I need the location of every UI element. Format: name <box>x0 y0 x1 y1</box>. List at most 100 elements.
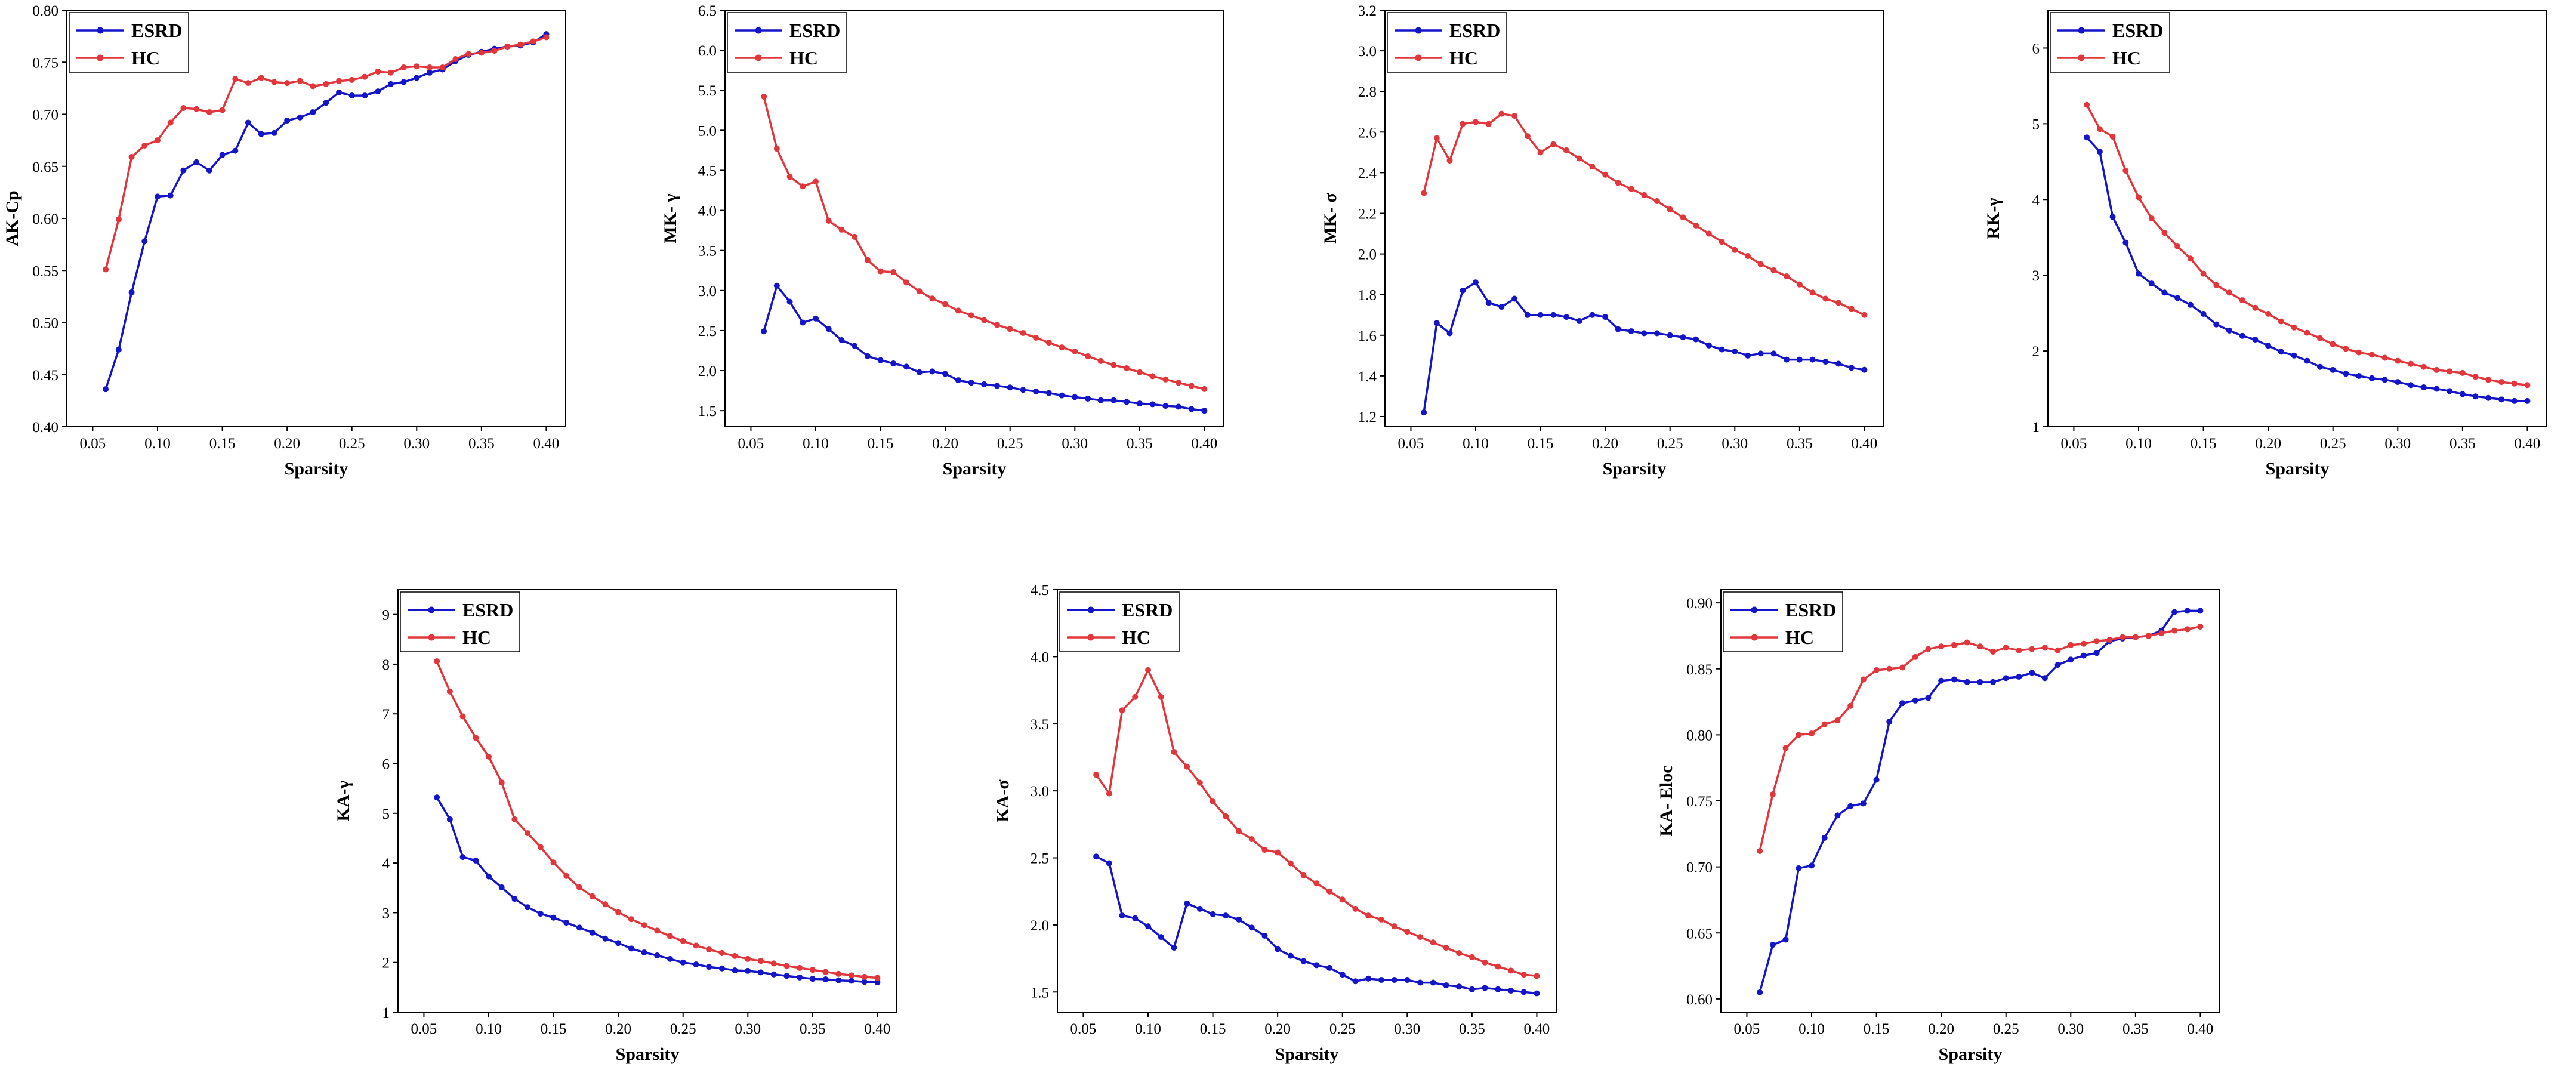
data-point-hc <box>1589 164 1596 170</box>
y-tick-label: 0.75 <box>32 55 58 71</box>
data-point-esrd <box>2265 343 2272 349</box>
legend-marker-esrd <box>428 606 435 613</box>
y-axis-title: AK-Cp <box>2 190 22 246</box>
legend-marker-hc <box>1087 634 1094 641</box>
data-point-hc <box>1223 813 1229 819</box>
data-point-hc <box>1520 972 1527 978</box>
data-point-hc <box>2016 647 2022 653</box>
data-point-esrd <box>929 368 936 375</box>
data-point-hc <box>1391 923 1397 930</box>
data-point-hc <box>1326 888 1332 895</box>
data-point-esrd <box>1171 945 1177 951</box>
data-point-esrd <box>822 976 829 983</box>
data-point-hc <box>1508 967 1514 974</box>
data-point-hc <box>1106 790 1112 797</box>
data-point-esrd <box>2330 366 2336 373</box>
legend-label-esrd: ESRD <box>131 20 182 41</box>
data-point-hc <box>2511 380 2518 387</box>
y-tick-label: 0.80 <box>1686 727 1713 744</box>
data-point-hc <box>1196 779 1203 786</box>
legend-marker-esrd <box>1087 606 1094 613</box>
data-point-esrd <box>141 238 148 245</box>
data-point-hc <box>1339 896 1346 903</box>
data-point-hc <box>310 83 316 90</box>
data-point-hc <box>2368 352 2375 358</box>
data-point-hc <box>2226 289 2232 296</box>
data-point-hc <box>641 922 647 929</box>
data-point-esrd <box>206 167 212 174</box>
data-point-esrd <box>1537 312 1544 318</box>
data-point-hc <box>877 268 884 275</box>
data-point-hc <box>1822 295 1829 302</box>
plot-frame <box>1384 10 1884 427</box>
data-point-hc <box>615 909 622 915</box>
data-point-hc <box>903 279 909 286</box>
data-point-esrd <box>2093 650 2100 656</box>
legend-label-hc: HC <box>462 627 491 648</box>
data-point-hc <box>348 76 355 83</box>
data-point-hc <box>323 81 329 87</box>
legend-marker-hc <box>1751 634 1758 641</box>
data-point-esrd <box>1287 952 1294 959</box>
data-point-hc <box>245 80 251 87</box>
x-tick-label: 0.35 <box>2122 1021 2149 1037</box>
data-point-esrd <box>797 974 803 980</box>
data-point-hc <box>2408 360 2414 367</box>
data-point-esrd <box>1628 328 1634 334</box>
data-point-esrd <box>2122 239 2129 246</box>
data-point-esrd <box>550 914 557 921</box>
x-tick-label: 0.10 <box>1463 436 1489 452</box>
data-point-hc <box>1563 147 1569 153</box>
data-point-esrd <box>1990 679 1996 685</box>
data-point-esrd <box>1524 312 1531 318</box>
data-point-hc <box>602 901 609 908</box>
data-point-esrd <box>1417 979 1423 986</box>
data-point-hc <box>1667 206 1673 212</box>
legend-marker-esrd <box>755 27 762 34</box>
data-point-esrd <box>706 964 712 970</box>
legend-label-hc: HC <box>1122 627 1150 648</box>
data-point-hc <box>1482 959 1488 966</box>
y-tick-label: 0.75 <box>1686 794 1713 810</box>
data-point-esrd <box>1236 916 1242 923</box>
data-point-esrd <box>1433 320 1440 326</box>
data-point-esrd <box>2174 295 2181 301</box>
y-tick-label: 3.0 <box>1358 44 1377 60</box>
data-point-hc <box>1511 113 1518 119</box>
y-tick-label: 0.50 <box>32 316 58 332</box>
x-tick-label: 0.10 <box>803 436 829 452</box>
x-axis-title: Sparsity <box>1603 459 1667 479</box>
data-point-esrd <box>745 967 751 974</box>
data-point-hc <box>2081 640 2087 647</box>
data-point-hc <box>2106 637 2113 643</box>
x-tick-label: 0.40 <box>1524 1021 1550 1037</box>
data-point-hc <box>427 64 433 70</box>
data-point-hc <box>1433 135 1440 141</box>
data-point-hc <box>1784 273 1790 280</box>
x-tick-label: 0.15 <box>2191 436 2217 452</box>
data-point-esrd <box>1072 394 1078 400</box>
data-point-hc <box>284 80 291 87</box>
y-tick-label: 0.70 <box>32 107 58 124</box>
y-tick-label: 6.5 <box>698 3 717 19</box>
data-point-esrd <box>1485 300 1492 306</box>
data-point-esrd <box>773 282 780 289</box>
data-point-hc <box>1007 326 1013 332</box>
data-point-esrd <box>1456 983 1463 990</box>
data-point-hc <box>1524 133 1531 140</box>
data-point-esrd <box>1124 399 1130 405</box>
x-tick-label: 0.05 <box>80 436 106 452</box>
data-point-hc <box>2096 126 2103 132</box>
data-point-esrd <box>2068 656 2074 663</box>
data-point-hc <box>916 288 923 295</box>
data-point-esrd <box>813 315 819 322</box>
data-point-hc <box>942 301 949 307</box>
y-tick-label: 3.5 <box>698 243 717 260</box>
data-point-hc <box>1446 157 1453 164</box>
data-point-hc <box>1404 929 1411 935</box>
x-tick-label: 0.10 <box>476 1021 502 1037</box>
data-point-esrd <box>2041 675 2048 682</box>
x-tick-label: 0.05 <box>2061 436 2087 452</box>
x-tick-label: 0.15 <box>1528 436 1554 452</box>
x-tick-label: 0.30 <box>1062 436 1088 452</box>
